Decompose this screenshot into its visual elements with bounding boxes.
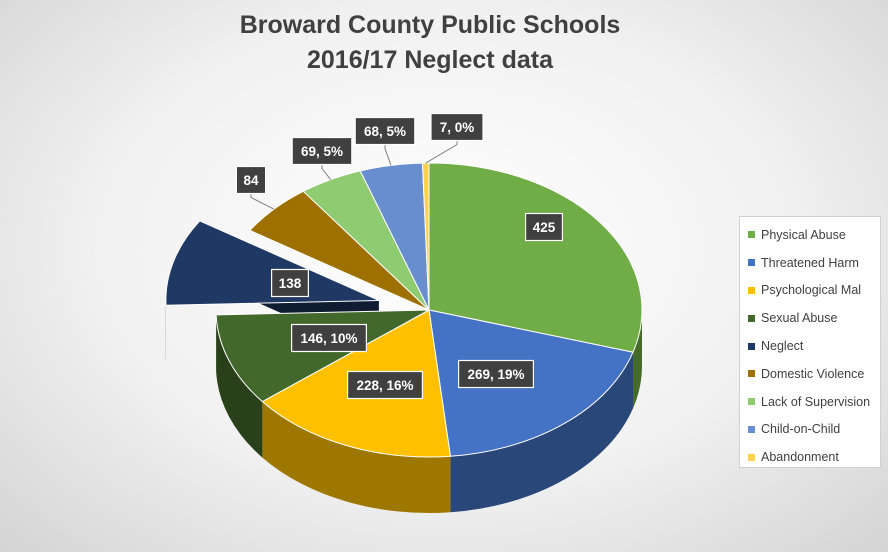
data-label-psychological-mal-group: 228, 16% <box>347 370 424 400</box>
legend-label: Psychological Mal <box>761 283 862 298</box>
legend-swatch <box>748 231 755 239</box>
legend-item-psychological-mal: Psychological Mal <box>740 277 880 305</box>
slice-abandonment <box>421 162 430 311</box>
data-label-child-on-child-leader <box>384 144 392 166</box>
data-label-sexual-abuse-box <box>291 323 368 353</box>
pie-tops <box>165 162 643 458</box>
data-label-sexual-abuse: 146, 10% <box>300 331 357 346</box>
chart-legend: Physical Abuse Threatened Harm Psychologic… <box>739 216 881 468</box>
data-label-psychological-mal-box <box>347 370 424 400</box>
data-label-threatened-harm-box <box>458 359 535 389</box>
data-label-lack-of-supervision-group: 69, 5% <box>291 136 353 166</box>
legend-swatch <box>748 453 755 461</box>
data-label-abandonment: 7, 0% <box>440 120 475 135</box>
legend-item-lack-of-supervision: Lack of Supervision <box>740 388 880 416</box>
legend-swatch <box>748 398 755 406</box>
data-label-neglect-box <box>271 268 310 298</box>
legend-label: Neglect <box>761 339 804 354</box>
legend-label: Sexual Abuse <box>761 311 838 326</box>
legend-item-physical-abuse: Physical Abuse <box>740 221 880 249</box>
chart-title-line-2: 2016/17 Neglect data <box>307 46 553 74</box>
legend-label: Physical Abuse <box>761 227 846 242</box>
data-label-abandonment-leader <box>425 140 458 164</box>
data-label-physical-abuse-group: 425 <box>524 212 563 242</box>
slice-threatened-harm-side <box>450 352 634 513</box>
slice-psychological-mal-side <box>262 401 451 513</box>
legend-label: Domestic Violence <box>761 366 865 381</box>
legend-swatch <box>748 259 755 267</box>
data-label-domestic-violence-leader <box>250 193 275 210</box>
data-label-physical-abuse-box <box>524 212 563 242</box>
slice-neglect <box>165 220 380 306</box>
legend-label: Child-on-Child <box>761 422 841 437</box>
data-label-abandonment-box <box>430 112 484 142</box>
slice-physical-abuse-side <box>633 310 642 409</box>
data-label-abandonment-group: 7, 0% <box>430 112 484 142</box>
slice-physical-abuse <box>428 162 643 353</box>
data-label-threatened-harm: 269, 19% <box>467 367 524 382</box>
chart-title-line-1: Broward County Public Schools <box>239 11 621 39</box>
data-label-child-on-child: 68, 5% <box>364 124 406 139</box>
data-label-domestic-violence-box <box>235 165 267 195</box>
data-label-child-on-child-box <box>354 116 416 146</box>
legend-item-child-on-child: Child-on-Child <box>740 416 880 444</box>
legend-swatch <box>748 342 755 350</box>
data-label-lack-of-supervision-leader <box>321 164 332 180</box>
legend-label: Lack of Supervision <box>761 394 871 409</box>
data-label-physical-abuse: 425 <box>533 220 556 235</box>
legend-item-abandonment: Abandonment <box>740 443 880 471</box>
legend-item-neglect: Neglect <box>740 332 880 360</box>
data-label-threatened-harm-group: 269, 19% <box>458 359 535 389</box>
slice-sexual-abuse-side <box>216 314 263 458</box>
data-label-sexual-abuse-group: 146, 10% <box>291 323 368 353</box>
chart-title: Broward County Public Schools 2016/17 Ne… <box>0 8 860 78</box>
data-label-lack-of-supervision-box <box>291 136 353 166</box>
legend-swatch <box>748 286 755 294</box>
data-label-domestic-violence-group: 84 <box>235 165 267 195</box>
legend-label: Abandonment <box>761 450 839 465</box>
legend-item-sexual-abuse: Sexual Abuse <box>740 304 880 332</box>
leader-lines <box>250 140 458 210</box>
data-label-neglect-group: 138 <box>271 268 310 298</box>
data-label-psychological-mal: 228, 16% <box>356 378 413 393</box>
slice-sexual-abuse <box>215 309 430 403</box>
legend-swatch <box>748 425 755 433</box>
legend-item-threatened-harm: Threatened Harm <box>740 249 880 277</box>
data-label-neglect: 138 <box>279 276 302 291</box>
legend-label: Threatened Harm <box>761 255 859 270</box>
data-label-child-on-child-group: 68, 5% <box>354 116 416 146</box>
data-label-domestic-violence: 84 <box>243 173 259 188</box>
legend-item-domestic-violence: Domestic Violence <box>740 360 880 388</box>
data-labels: 425 269, 19% 228, 16% 146, 10% 138 84 69, 5% 68… <box>235 112 563 400</box>
legend-swatch <box>748 314 755 322</box>
data-label-lack-of-supervision: 69, 5% <box>301 144 343 159</box>
legend-swatch <box>748 370 755 378</box>
